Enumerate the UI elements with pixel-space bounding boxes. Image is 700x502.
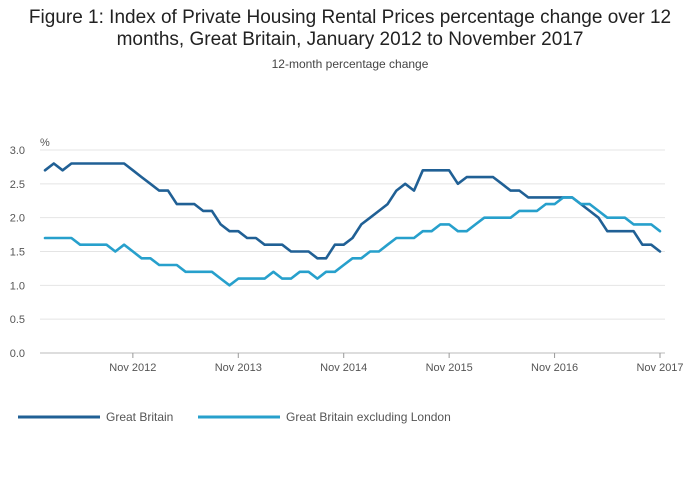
y-axis-label: %	[40, 137, 50, 149]
legend-label: Great Britain	[106, 410, 173, 424]
y-tick-label: 0.0	[10, 348, 25, 360]
y-tick-label: 1.0	[10, 280, 25, 292]
y-tick-label: 3.0	[10, 145, 25, 157]
chart-title: Figure 1: Index of Private Housing Renta…	[28, 7, 672, 50]
y-tick-label: 1.5	[10, 247, 25, 259]
x-tick-label: Nov 2012	[109, 362, 156, 374]
y-tick-label: 2.0	[10, 213, 25, 225]
chart-subtitle: 12-month percentage change	[271, 57, 429, 71]
x-tick-label: Nov 2017	[636, 362, 683, 374]
x-tick-label: Nov 2014	[320, 362, 367, 374]
x-tick-label: Nov 2013	[215, 362, 262, 374]
series-line-2	[43, 196, 662, 287]
series-line-1	[43, 162, 662, 260]
x-tick-label: Nov 2016	[531, 362, 578, 374]
y-tick-label: 0.5	[10, 314, 25, 326]
x-tick-label: Nov 2015	[426, 362, 473, 374]
legend-label: Great Britain excluding London	[286, 410, 451, 424]
y-tick-label: 2.5	[10, 179, 25, 191]
